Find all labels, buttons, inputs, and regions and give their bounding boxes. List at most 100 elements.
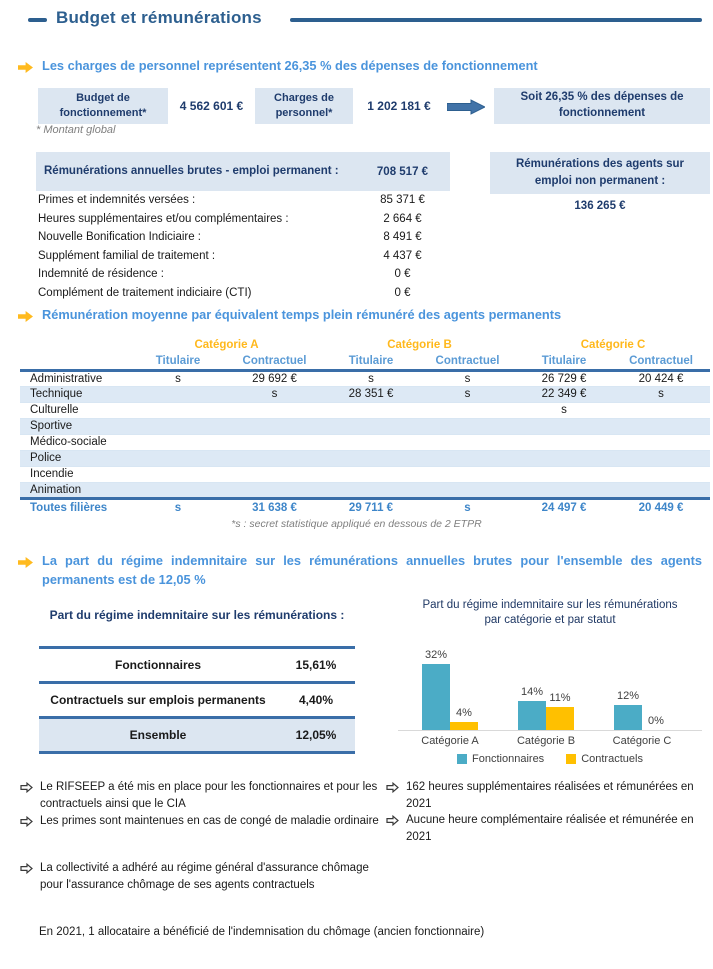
budget-value: 4 562 601 € (179, 99, 244, 113)
bar-unit: 4% (450, 706, 478, 730)
bar-value-label: 4% (456, 706, 472, 719)
cell (130, 482, 226, 499)
x-tick-label: Catégorie B (516, 735, 576, 747)
cell (516, 450, 613, 467)
cell (226, 482, 323, 499)
bar-unit: 32% (422, 648, 450, 730)
cell (323, 402, 419, 419)
cell (323, 434, 419, 451)
non-permanent-box: Rémunérations des agents sur emploi non … (490, 152, 710, 194)
section2-heading: Rémunération moyenne par équivalent temp… (18, 305, 708, 327)
secret-statistique-footnote: *s : secret statistique appliqué en dess… (231, 518, 482, 530)
bar-group-categorie-c: 12% 0% (598, 689, 686, 730)
remuneration-by-category-table: Catégorie A Catégorie B Catégorie C Titu… (20, 336, 711, 517)
note-primes: Les primes sont maintenues en cas de con… (20, 813, 382, 833)
row-label: Fonctionnaires (114, 658, 201, 672)
row-value: 4,40% (298, 693, 334, 707)
table-row: Contractuels sur emplois permanents 4,40… (39, 684, 355, 719)
cell (516, 482, 613, 499)
section1-heading-text: Les charges de personnel représentent 26… (42, 58, 538, 73)
filiere-label: Médico-sociale (20, 434, 130, 451)
row-value: 0 € (394, 268, 411, 281)
non-permanent-value: 136 265 € (574, 200, 626, 212)
title-rule-left (28, 18, 47, 22)
note-text: La collectivité a adhéré au régime génér… (40, 862, 369, 891)
bar-unit: 0% (642, 714, 670, 730)
bar-group-categorie-b: 14% 11% (502, 685, 590, 730)
status-header-row: Titulaire Contractuel Titulaire Contract… (20, 353, 711, 372)
bar-unit: 12% (614, 689, 642, 730)
bar-contractuels-b (546, 707, 574, 730)
cell: s (419, 496, 517, 517)
empty-cell (20, 336, 130, 353)
cell: s (419, 370, 517, 387)
cell (419, 466, 517, 483)
row-label: Heures supplémentaires et/ou complémenta… (38, 212, 289, 225)
cell: s (226, 386, 323, 403)
note-indemnisation-chomage: En 2021, 1 allocataire a bénéficié de l'… (39, 926, 485, 938)
outline-arrow-icon (20, 815, 33, 833)
yellow-arrow-icon (18, 60, 33, 78)
legend-item-fonctionnaires: Fonctionnaires (457, 753, 544, 765)
table-row: Nouvelle Bonification Indiciaire : 8 491… (36, 228, 450, 247)
table-row: Technique s 28 351 € s 22 349 € s (20, 386, 711, 403)
chart-title: Part du régime indemnitaire sur les rému… (398, 598, 702, 628)
table-row: Police (20, 450, 711, 467)
cell: 20 424 € (612, 370, 711, 387)
table-row: Médico-sociale (20, 434, 711, 451)
cell: s (130, 496, 226, 517)
outline-arrow-icon (20, 781, 33, 812)
chart-legend: Fonctionnaires Contractuels (398, 753, 702, 765)
note-heures-supplementaires: 162 heures supplémentaires réalisées et … (386, 779, 710, 812)
bar-value-label: 14% (520, 686, 544, 699)
outline-arrow-icon (20, 862, 33, 893)
row-label: Indemnité de résidence : (38, 268, 164, 281)
cell (419, 418, 517, 435)
filiere-label: Sportive (20, 418, 130, 435)
category-header-row: Catégorie A Catégorie B Catégorie C (20, 336, 710, 353)
cell (612, 434, 711, 451)
category-c-header: Catégorie C (580, 338, 646, 351)
header-value: 708 517 € (376, 165, 429, 178)
table-row: Fonctionnaires 15,61% (39, 649, 355, 684)
filiere-label: Technique (20, 386, 130, 403)
table-header-row: Rémunérations annuelles brutes - emploi … (36, 152, 450, 191)
row-value: 12,05% (295, 728, 337, 742)
title-rule-right (290, 18, 702, 22)
cell (612, 418, 711, 435)
table-row: Animation (20, 482, 711, 499)
cell (226, 402, 323, 419)
cell: 29 692 € (226, 370, 323, 387)
legend-label: Contractuels (581, 753, 643, 765)
bar-value-label: 12% (616, 690, 640, 703)
legend-swatch-teal (457, 754, 468, 764)
cell (323, 418, 419, 435)
cell (419, 450, 517, 467)
remuneration-detail-table: Rémunérations annuelles brutes - emploi … (36, 152, 450, 302)
table-row: Culturelle s (20, 402, 711, 419)
table-row: Incendie (20, 466, 711, 483)
cell (516, 434, 613, 451)
row-value: 85 371 € (380, 194, 425, 207)
cell (226, 434, 323, 451)
total-row: Toutes filières s 31 638 € 29 711 € s 24… (20, 496, 711, 517)
row-label: Nouvelle Bonification Indiciaire : (38, 231, 202, 244)
note-text: Les primes sont maintenues en cas de con… (40, 815, 379, 827)
filiere-label: Culturelle (20, 402, 130, 419)
outline-arrow-icon (386, 781, 399, 812)
bar-fonctionnaires-a (422, 664, 450, 730)
budget-box: Budget de fonctionnement* (38, 88, 168, 124)
filiere-label: Administrative (20, 370, 130, 387)
bar-fonctionnaires-b (518, 701, 546, 730)
row-value: 2 664 € (383, 212, 422, 225)
total-label: Toutes filières (20, 496, 130, 517)
note-heures-complementaires: Aucune heure complémentaire réalisée et … (386, 812, 710, 845)
bar-value-label: 11% (549, 692, 571, 705)
cell (130, 450, 226, 467)
cell (226, 466, 323, 483)
cell (419, 402, 517, 419)
note-assurance-chomage: La collectivité a adhéré au régime génér… (20, 860, 382, 893)
row-value: 8 491 € (383, 231, 422, 244)
cell (516, 466, 613, 483)
